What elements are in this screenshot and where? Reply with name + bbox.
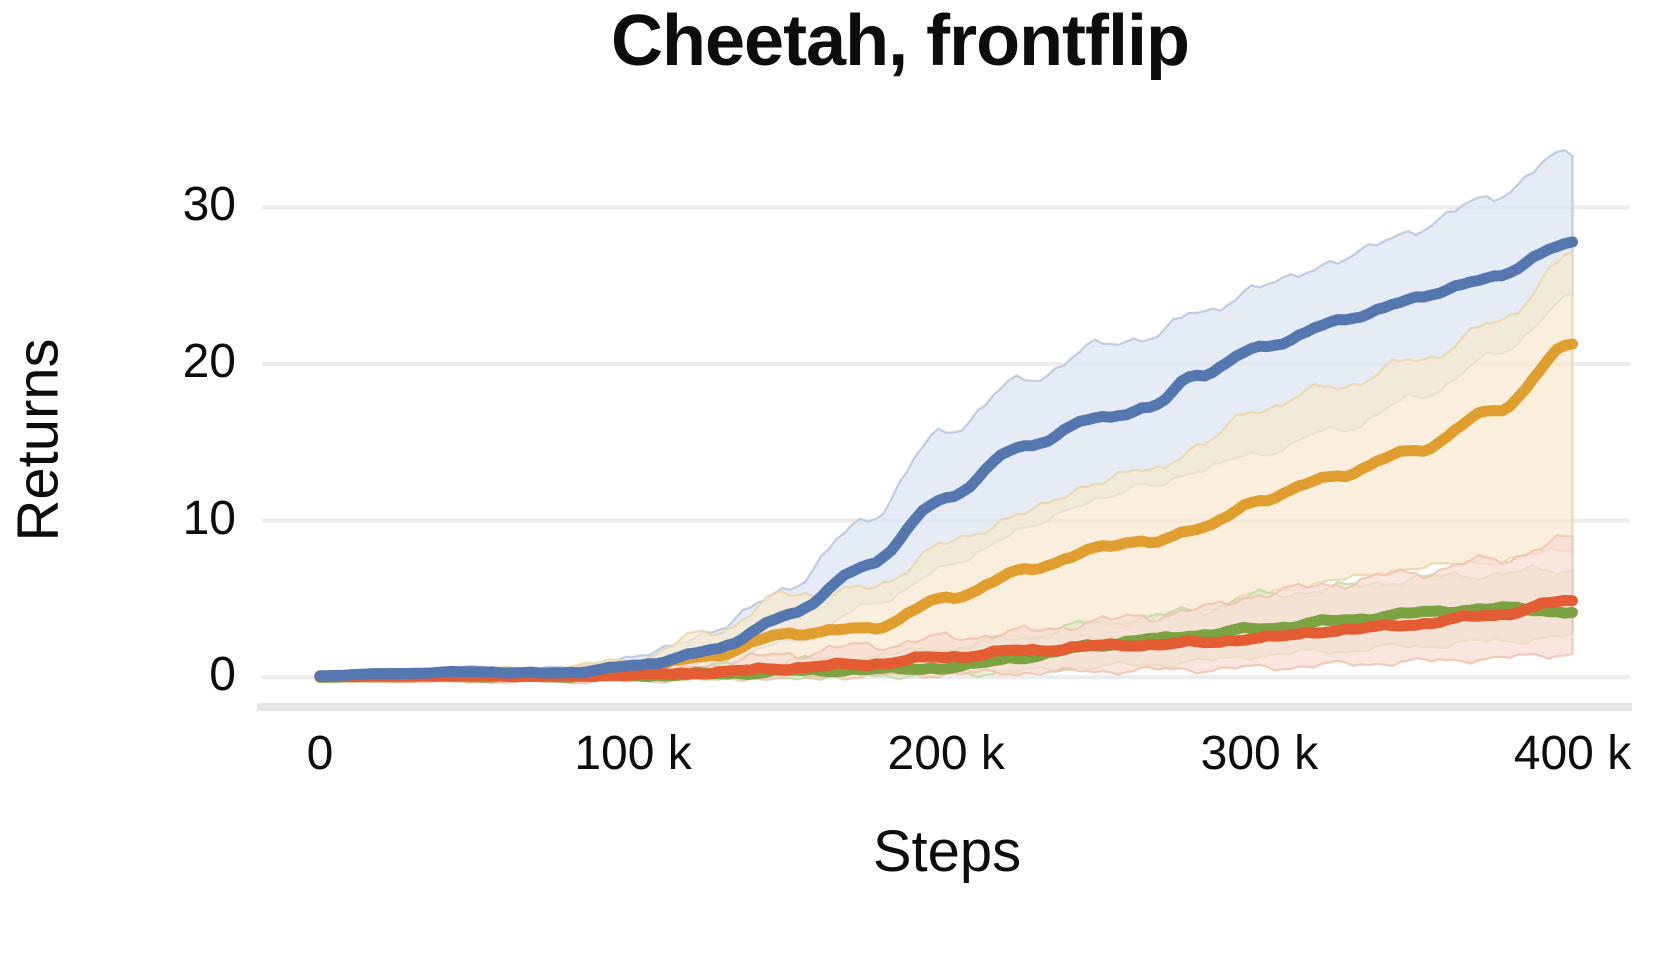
y-tick-label-0: 0 [209,648,236,702]
x-tick-label-0: 0 [306,727,334,780]
x-axis-label: Steps [872,819,1022,884]
x-tick-label-400k: 400 k [1513,727,1632,780]
x-tick-label-100k: 100 k [574,727,692,780]
y-tick-label-30: 30 [182,178,236,232]
x-tick-label-300k: 300 k [1200,727,1319,780]
chart-title: Cheetah, frontflip [611,1,1190,81]
series-blue-line [314,236,1578,682]
x-tick-label-200k: 200 k [887,727,1005,780]
y-tick-label-10: 10 [182,491,236,545]
y-tick-label-20: 20 [182,334,236,388]
series-red-band [318,534,1574,685]
